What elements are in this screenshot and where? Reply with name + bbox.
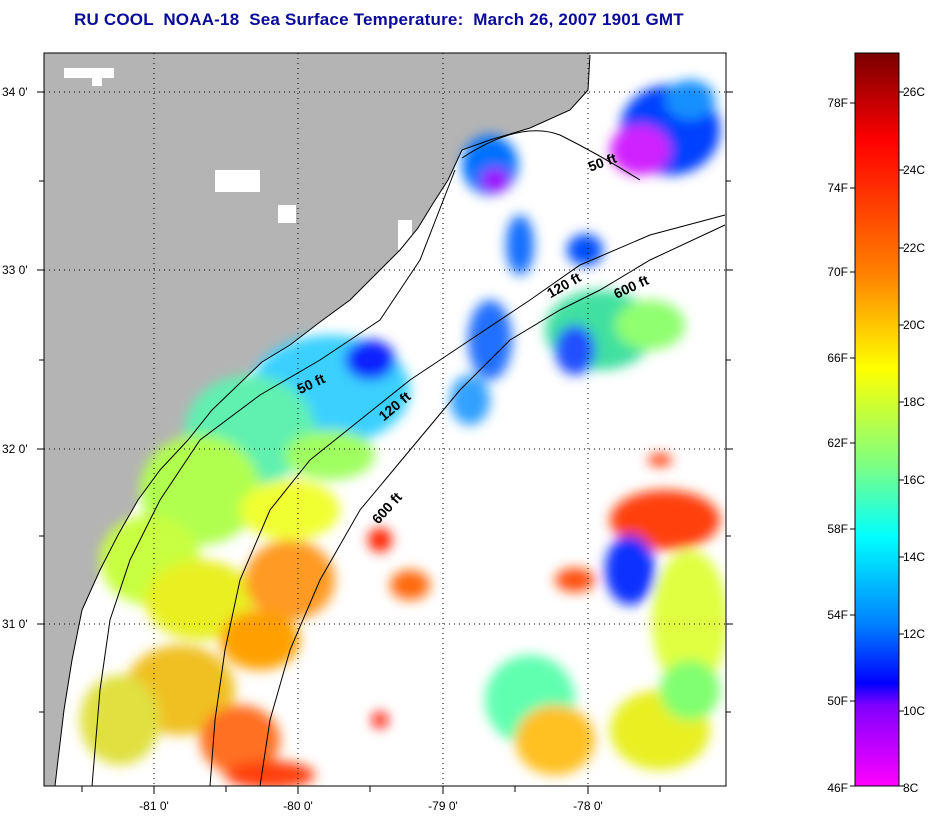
colorbar-label-66f: 66F	[827, 351, 848, 365]
land-mass	[44, 53, 590, 786]
colorbar-label-26c: 26C	[903, 85, 925, 99]
lon-label-78: -78 0'	[573, 799, 603, 813]
grid-lines	[44, 53, 726, 786]
colorbar-label-10c: 10C	[903, 704, 925, 718]
map-area	[44, 53, 726, 786]
land-specks	[64, 68, 412, 250]
lon-label-81: -81 0'	[139, 799, 169, 813]
colorbar-label-50f: 50F	[827, 694, 848, 708]
isobaths	[91, 130, 726, 786]
colorbar-label-14c: 14C	[903, 550, 925, 564]
lon-label-80: -80 0'	[283, 799, 313, 813]
colorbar-label-62f: 62F	[827, 436, 848, 450]
colorbar-label-78f: 78F	[827, 96, 848, 110]
coastline	[54, 54, 591, 786]
lon-label-79: -79 0'	[428, 799, 458, 813]
lat-label-33: 33 0'	[2, 263, 28, 277]
colorbar-fahrenheit-labels: 78F 74F 70F 66F 62F 58F 54F 50F 46F	[827, 96, 848, 795]
color-bar	[850, 52, 904, 787]
tick-marks	[37, 91, 733, 794]
colorbar-label-12c: 12C	[903, 627, 925, 641]
colorbar-label-22c: 22C	[903, 241, 925, 255]
lat-label-34: 34 0'	[2, 85, 28, 99]
colorbar-label-20c: 20C	[903, 318, 925, 332]
colorbar-label-18c: 18C	[903, 395, 925, 409]
colorbar-label-24c: 24C	[903, 163, 925, 177]
map-title: RU COOL NOAA-18 Sea Surface Temperature:…	[74, 10, 684, 29]
colorbar-label-46f: 46F	[827, 781, 848, 795]
map-frame	[43, 52, 727, 787]
lat-label-31: 31 0'	[2, 617, 28, 631]
colorbar-label-74f: 74F	[827, 181, 848, 195]
colorbar-label-16c: 16C	[903, 473, 925, 487]
isobath-50ft	[91, 130, 641, 786]
colorbar-celsius-labels: 26C 24C 22C 20C 18C 16C 14C 12C 10C 8C	[903, 85, 925, 795]
colorbar-label-70f: 70F	[827, 265, 848, 279]
lat-label-32: 32 0'	[2, 442, 28, 456]
sst-field	[80, 80, 726, 786]
isobath-120ft	[209, 214, 726, 786]
isobath-600ft	[259, 224, 726, 786]
colorbar-label-54f: 54F	[827, 608, 848, 622]
colorbar-label-8c: 8C	[903, 781, 919, 795]
colorbar-label-58f: 58F	[827, 522, 848, 536]
